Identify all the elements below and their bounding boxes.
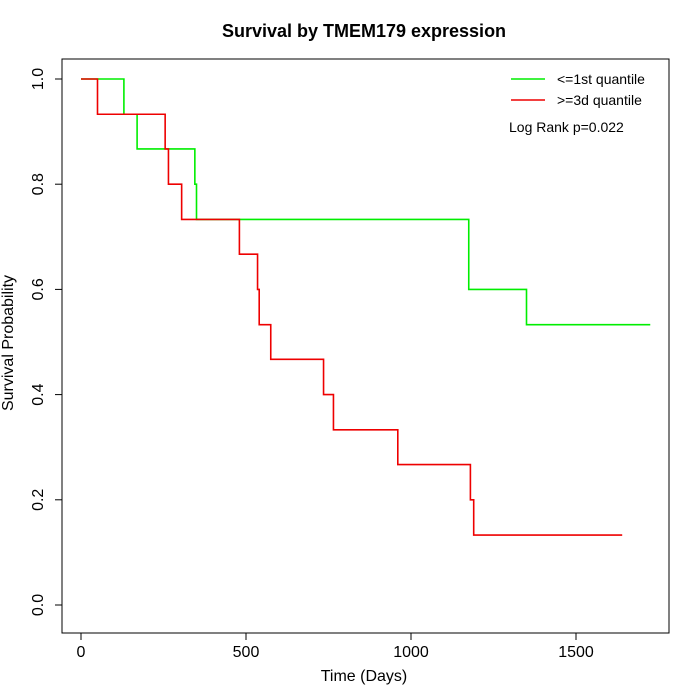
legend-label-high: >=3d quantile	[557, 92, 642, 108]
legend: <=1st quantile >=3d quantile Log Rank p=…	[509, 71, 645, 135]
y-tick-label: 0.4	[30, 383, 47, 405]
x-tick-label: 1000	[393, 644, 429, 661]
y-axis: 0.0 0.2 0.4 0.6 0.8 1.0	[30, 68, 63, 616]
y-tick-label: 0.0	[30, 594, 47, 616]
curve-high-quantile	[81, 78, 623, 536]
x-tick-label: 1500	[558, 644, 594, 661]
x-axis: 0 500 1000 1500	[77, 632, 594, 661]
y-tick-label: 1.0	[30, 68, 47, 90]
x-tick-label: 500	[233, 644, 260, 661]
x-tick-label: 0	[77, 644, 86, 661]
y-axis-label: Survival Probability	[0, 275, 17, 411]
y-tick-label: 0.6	[30, 278, 47, 300]
chart-title: Survival by TMEM179 expression	[222, 21, 506, 41]
log-rank-annotation: Log Rank p=0.022	[509, 119, 624, 135]
x-axis-label: Time (Days)	[321, 668, 408, 685]
survival-curves	[81, 78, 651, 536]
legend-label-low: <=1st quantile	[557, 71, 645, 87]
y-tick-label: 0.2	[30, 489, 47, 511]
y-tick-label: 0.8	[30, 173, 47, 195]
